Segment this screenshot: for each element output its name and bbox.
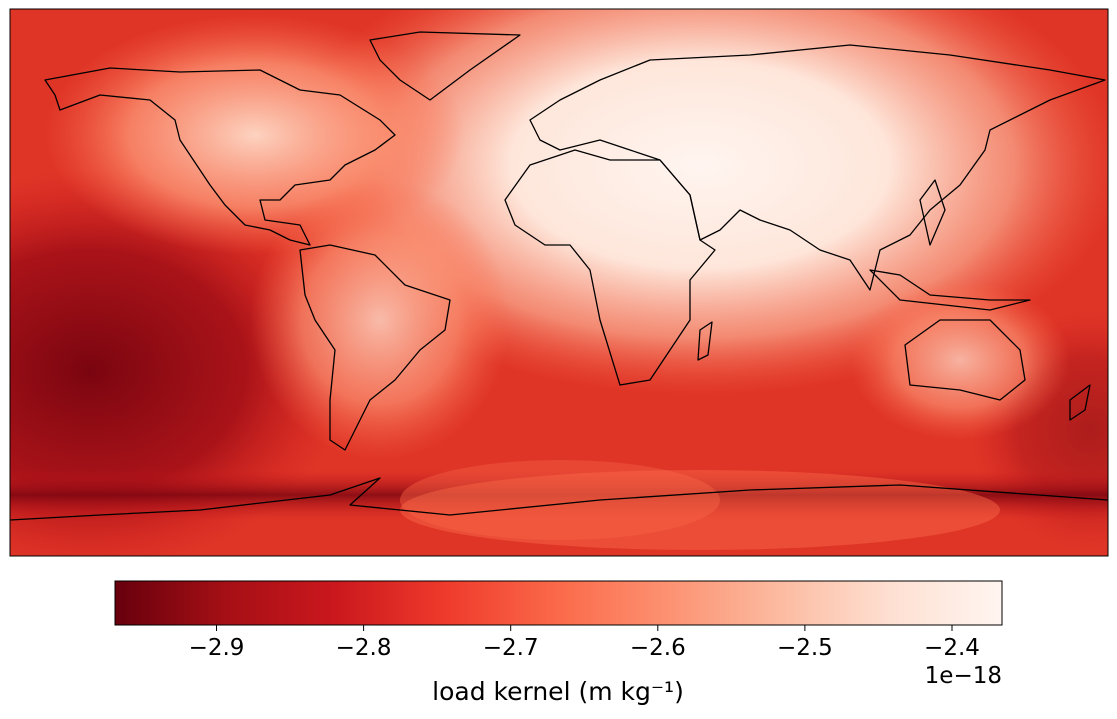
- map-field: [10, 9, 1108, 556]
- colorbar-tick-label: −2.8: [336, 635, 392, 661]
- colorbar-tick-label: −2.7: [483, 635, 539, 661]
- colorbar: 1e−18 load kernel (m kg⁻¹) −2.9 −2.8 −2.7 −…: [114, 580, 1003, 706]
- colorbar-offset-label: 1e−18: [925, 663, 1002, 689]
- colorbar-label: load kernel (m kg⁻¹): [432, 677, 684, 706]
- colorbar-gradient: [114, 580, 1003, 626]
- colorbar-tick-label: −2.9: [189, 635, 245, 661]
- colorbar-tick-label: −2.5: [777, 635, 833, 661]
- coastlines: [9, 31, 1109, 521]
- colorbar-tick-label: −2.6: [630, 635, 686, 661]
- map-frame: [9, 8, 1109, 557]
- colorbar-tick-label: −2.4: [924, 635, 980, 661]
